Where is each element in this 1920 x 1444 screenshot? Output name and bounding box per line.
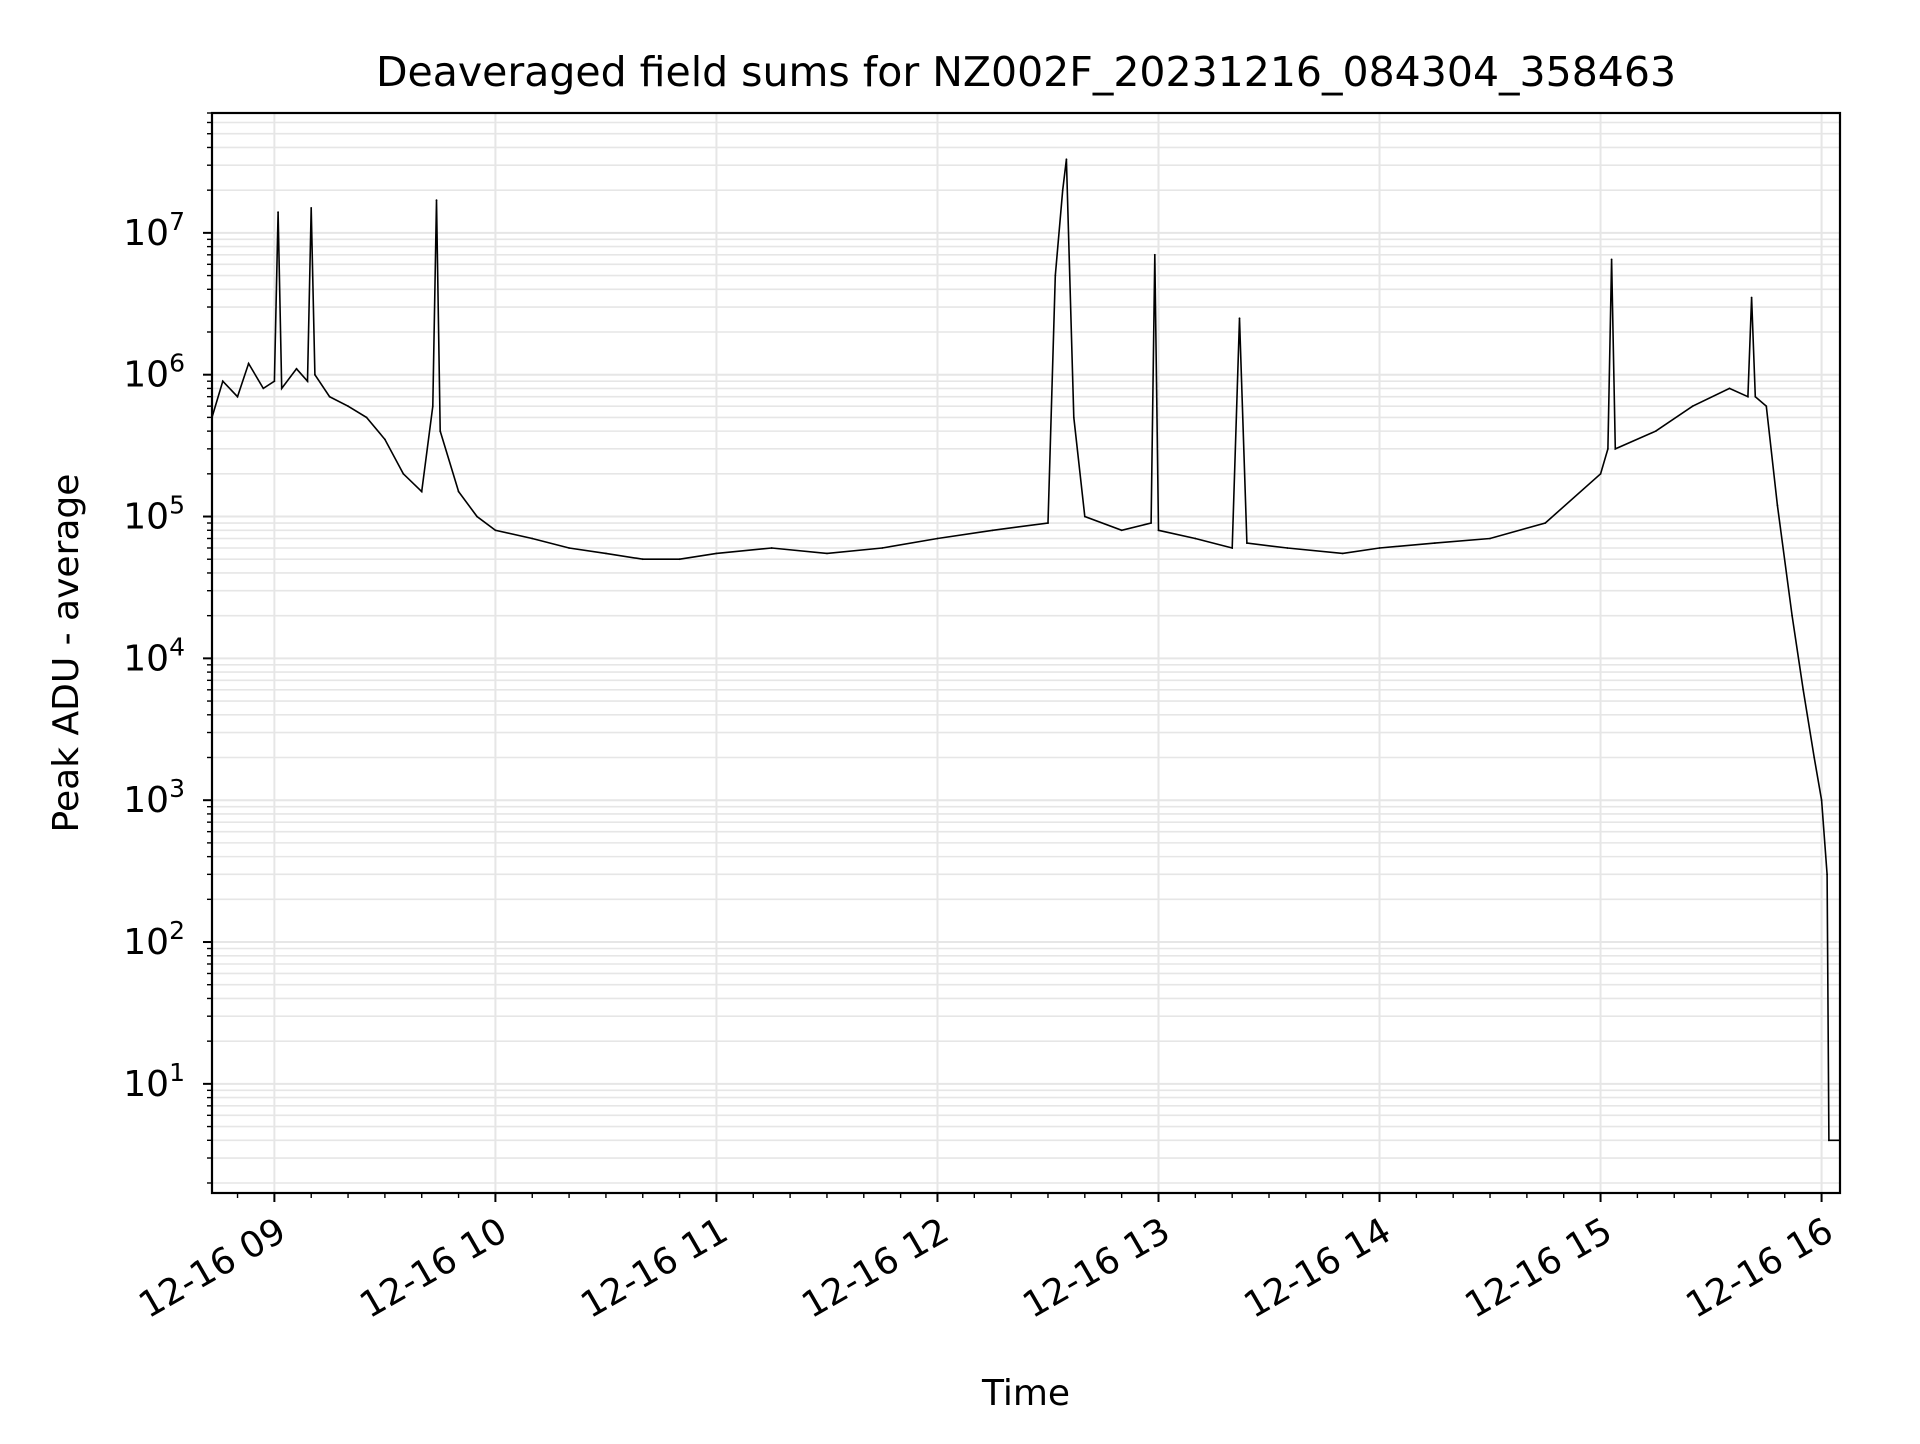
data-point [277, 211, 279, 214]
data-point [384, 438, 386, 441]
data-point [568, 547, 570, 549]
data-point [1826, 873, 1828, 876]
data-point [402, 472, 405, 475]
data-point [641, 558, 644, 561]
data-point [1061, 189, 1064, 192]
data-point [1654, 430, 1657, 432]
data-point [1489, 537, 1491, 540]
data-point [1286, 547, 1289, 549]
y-tick-labels: 101 102 103 104 105 106 107 [123, 207, 185, 1105]
data-point [494, 529, 497, 532]
data-point [678, 558, 681, 561]
chart-title: Deaveraged field sums for NZ002F_2023121… [376, 48, 1676, 96]
data-point [1153, 253, 1156, 256]
data-line-group [211, 158, 1841, 1142]
data-point [1610, 258, 1613, 261]
data-point [1341, 552, 1344, 555]
data-point [1544, 522, 1547, 524]
data-point [1754, 395, 1757, 398]
data-point [273, 380, 276, 383]
data-point [1828, 1139, 1830, 1142]
y-tick-label: 104 [123, 632, 185, 679]
data-point [1614, 448, 1617, 450]
data-point [310, 207, 313, 209]
data-point [431, 405, 434, 408]
y-tick-label: 102 [123, 916, 185, 963]
data-point [1065, 158, 1068, 161]
grid-lines [212, 112, 1840, 1193]
data-point [262, 387, 265, 390]
data-point [1691, 405, 1694, 408]
data-point [314, 373, 316, 376]
data-point [1813, 756, 1816, 759]
data-point [1238, 317, 1241, 320]
data-point [306, 380, 309, 383]
y-tick-label: 103 [123, 774, 185, 821]
data-point [1607, 448, 1609, 450]
data-point [1246, 542, 1248, 544]
plot-frame [210, 111, 1842, 1195]
data-point [1072, 416, 1075, 419]
data-point [715, 552, 718, 555]
data-point [1765, 405, 1768, 408]
y-tick-label: 105 [123, 491, 185, 538]
data-point [770, 547, 773, 549]
data-point [328, 395, 331, 398]
data-point [991, 529, 994, 532]
data-point [1054, 274, 1057, 277]
data-point [936, 537, 939, 540]
data-point [1802, 688, 1805, 691]
data-point [1194, 537, 1197, 540]
data-point [1231, 547, 1234, 549]
axis-ticks [203, 112, 1823, 1202]
data-point [881, 547, 884, 549]
data-point [365, 416, 368, 419]
data-point [1150, 522, 1152, 524]
y-tick-label: 107 [123, 207, 185, 254]
data-point [280, 387, 283, 390]
data-point [1083, 515, 1086, 518]
data-series-line [211, 159, 1840, 1142]
data-point [439, 430, 442, 432]
data-point [531, 537, 534, 540]
y-tick-label: 106 [123, 349, 185, 396]
data-point [236, 395, 239, 398]
data-point [1047, 522, 1049, 524]
y-axis-label: Peak ADU - average [46, 474, 87, 833]
data-point [1750, 296, 1753, 299]
y-tick-label: 101 [123, 1058, 185, 1105]
data-point [605, 552, 607, 555]
data-point [1599, 472, 1602, 475]
data-point [1728, 387, 1731, 390]
data-point [1791, 614, 1793, 617]
data-point [1747, 395, 1749, 398]
data-point [457, 490, 460, 493]
data-point [1378, 547, 1381, 549]
data-point [1157, 529, 1160, 532]
x-axis-label: Time [981, 1373, 1070, 1414]
data-point [295, 367, 298, 370]
data-point [1120, 529, 1123, 532]
data-point [1433, 542, 1436, 544]
data-point [221, 380, 224, 383]
data-point [476, 515, 478, 518]
data-point [420, 490, 423, 493]
data-point [826, 552, 828, 555]
data-point [1820, 799, 1823, 802]
data-point [247, 362, 250, 365]
data-point [347, 405, 349, 408]
data-point [1776, 504, 1779, 507]
data-point [435, 199, 438, 202]
